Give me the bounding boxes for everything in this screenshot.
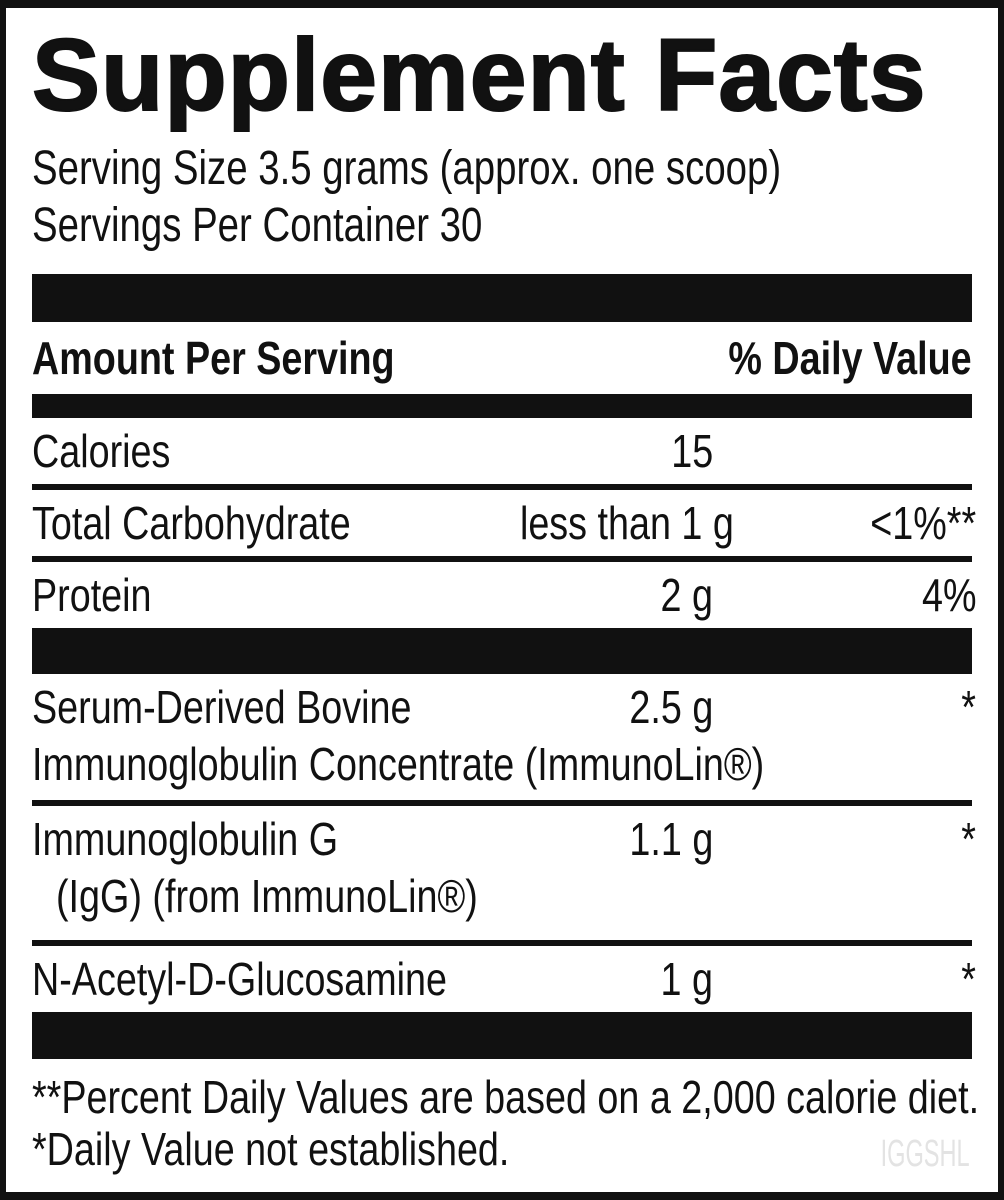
- serving-size-text: Serving Size 3.5 grams (approx. one scoo…: [32, 142, 782, 196]
- footnotes: **Percent Daily Values are based on a 2,…: [32, 1071, 979, 1176]
- row-divider: [32, 800, 972, 807]
- footnote-dv-not-established: *Daily Value not established.: [32, 1123, 510, 1176]
- row-n-acetyl-d-glucosamine: N-Acetyl-D-Glucosamine 1 g *: [32, 946, 976, 1012]
- amount-per-serving-header: Amount Per Serving: [32, 332, 395, 385]
- row-immunoglobulin-g: Immunoglobulin G 1.1 g * (IgG) (from Imm…: [32, 806, 976, 940]
- nutrient-name: Protein: [32, 569, 152, 622]
- footnote-daily-values: **Percent Daily Values are based on a 2,…: [32, 1071, 980, 1124]
- section-bar-header: [32, 394, 972, 419]
- page-title: Supplement Facts: [31, 18, 927, 132]
- serving-size-line: Serving Size 3.5 grams (approx. one scoo…: [32, 140, 972, 197]
- nutrient-daily-value: <1%**: [870, 497, 976, 550]
- nutrient-amount: less than 1 g: [519, 497, 734, 550]
- nutrient-name: Serum-Derived Bovine: [32, 681, 412, 734]
- row-protein: Protein 2 g 4%: [32, 562, 976, 628]
- servings-per-container-text: Servings Per Container 30: [32, 199, 483, 253]
- nutrient-amount: 2 g: [660, 569, 713, 622]
- nutrient-amount: 15: [671, 425, 713, 478]
- section-bar-bottom: [32, 1012, 972, 1060]
- nutrient-amount: 1 g: [660, 953, 713, 1006]
- nutrient-name: Calories: [32, 425, 171, 478]
- column-header-row: Amount Per Serving % Daily Value: [32, 322, 972, 394]
- row-divider: [32, 484, 972, 491]
- row-total-carbohydrate: Total Carbohydrate less than 1 g <1%**: [32, 490, 976, 556]
- row-divider: [32, 556, 972, 563]
- nutrient-name: Immunoglobulin G: [32, 813, 339, 866]
- nutrient-daily-value: *: [961, 681, 976, 734]
- nutrient-amount: 2.5 g: [629, 681, 713, 734]
- nutrient-amount: 1.1 g: [629, 813, 713, 866]
- row-divider: [32, 940, 972, 947]
- row-calories: Calories 15: [32, 418, 972, 484]
- nutrient-daily-value: *: [961, 953, 976, 1006]
- nutrient-daily-value: *: [961, 813, 976, 866]
- nutrient-name-line2: (IgG) (from ImmunoLin®): [56, 870, 478, 923]
- nutrient-daily-value: 4%: [921, 569, 976, 622]
- percent-daily-value-header: % Daily Value: [728, 332, 972, 385]
- nutrient-name-line2: Immunoglobulin Concentrate (ImmunoLin®): [32, 738, 765, 791]
- nutrient-name: Total Carbohydrate: [32, 497, 351, 550]
- watermark-code: IGGSHL: [880, 1133, 970, 1175]
- section-bar-top: [32, 274, 972, 323]
- nutrient-name: N-Acetyl-D-Glucosamine: [32, 953, 448, 1006]
- section-bar-middle: [32, 628, 972, 675]
- servings-per-container-line: Servings Per Container 30: [32, 197, 972, 254]
- row-serum-derived-bovine-immunoglobulin: Serum-Derived Bovine 2.5 g * Immunoglobu…: [32, 674, 976, 800]
